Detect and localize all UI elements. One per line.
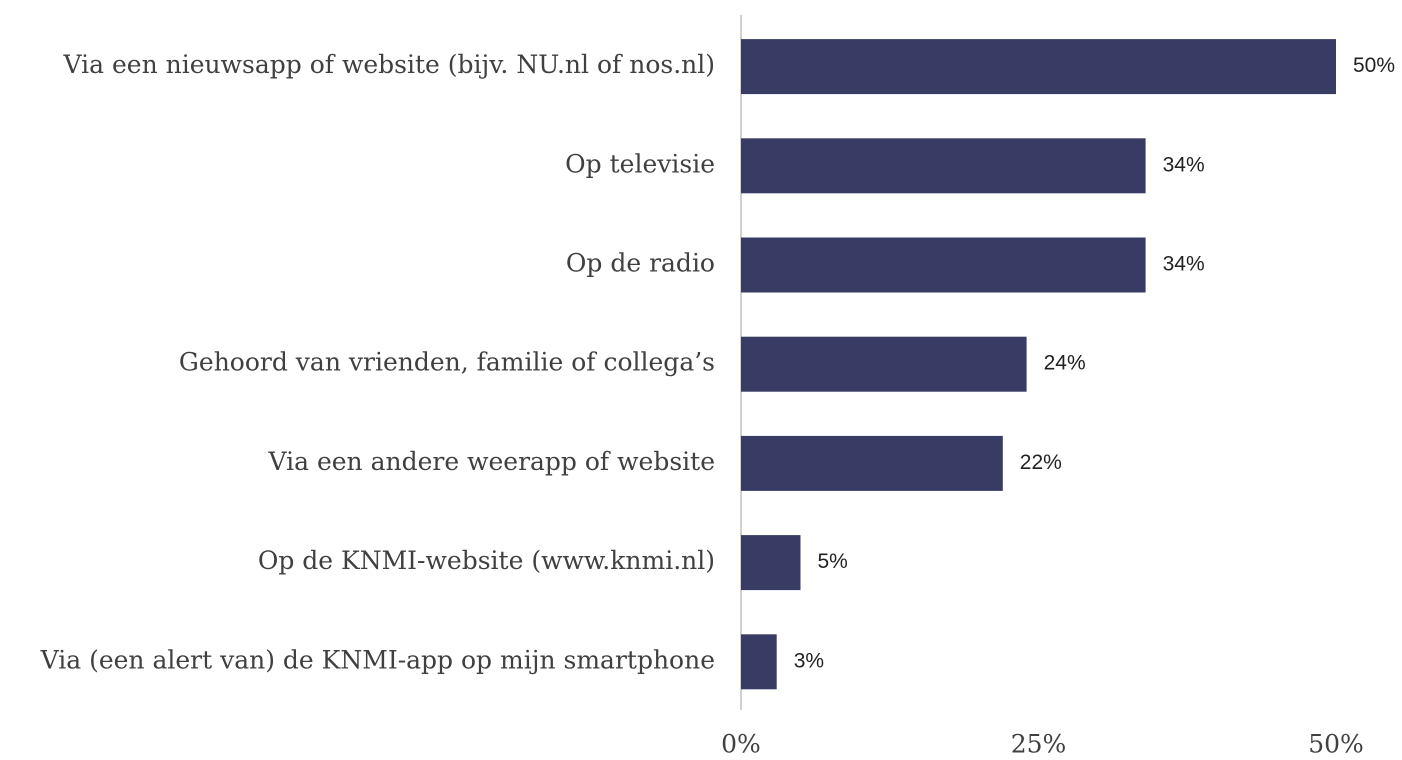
x-tick-label: 25% (1011, 730, 1067, 759)
x-tick-label: 50% (1308, 730, 1364, 759)
value-label: 34% (1163, 153, 1205, 176)
value-label: 3% (794, 649, 824, 672)
bar (741, 634, 777, 690)
bar (741, 237, 1146, 293)
value-label: 22% (1020, 451, 1062, 474)
value-label: 5% (818, 550, 848, 573)
bar (741, 435, 1003, 491)
category-label: Via (een alert van) de KNMI-app op mijn … (40, 645, 715, 674)
x-tick-label: 0% (721, 730, 761, 759)
bar (741, 535, 801, 591)
category-label: Op de KNMI-website (www.knmi.nl) (258, 546, 715, 575)
bar (741, 138, 1146, 194)
category-label: Op televisie (565, 149, 715, 178)
value-label: 50% (1353, 54, 1395, 77)
category-label: Op de radio (566, 249, 715, 278)
bar (741, 39, 1336, 95)
value-label: 34% (1163, 253, 1205, 276)
category-label: Via een andere weerapp of website (267, 447, 715, 476)
bar (741, 336, 1027, 392)
value-label: 24% (1044, 352, 1086, 375)
category-label: Via een nieuwsapp of website (bijv. NU.n… (63, 50, 715, 79)
category-label: Gehoord van vrienden, familie of collega… (179, 348, 715, 377)
